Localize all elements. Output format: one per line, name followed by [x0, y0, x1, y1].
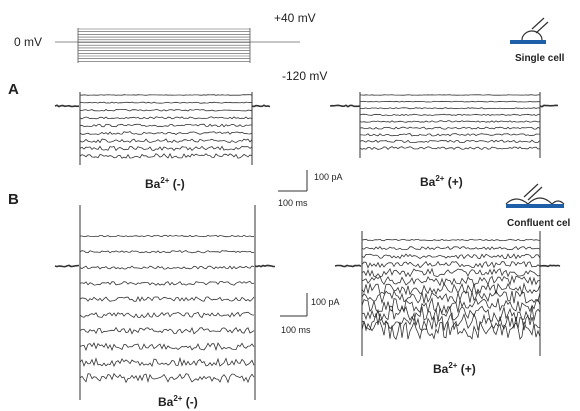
- trace: [254, 264, 276, 268]
- label-part: Ba: [145, 177, 161, 191]
- trace: [79, 372, 255, 384]
- trace: [79, 205, 256, 400]
- trace: [361, 238, 541, 242]
- trace: [79, 92, 253, 165]
- trace: [79, 101, 253, 104]
- trace: [359, 92, 541, 158]
- trace: [79, 138, 253, 144]
- trace: [79, 94, 253, 96]
- protocol-bottom-label: -120 mV: [282, 69, 327, 83]
- trace: [334, 264, 362, 268]
- condition-label: Ba2+ (+): [433, 361, 476, 376]
- trace: [359, 139, 541, 144]
- trace: [361, 282, 541, 296]
- trace: [79, 280, 255, 286]
- trace: [361, 245, 541, 251]
- trace: [359, 107, 541, 110]
- label-part: Ba: [420, 175, 436, 189]
- traces: [54, 28, 561, 400]
- panel-letter: B: [8, 191, 19, 208]
- label-part: (+): [457, 362, 475, 376]
- trace: [79, 356, 255, 368]
- trace: [54, 104, 80, 108]
- trace: [79, 265, 255, 270]
- trace: [361, 274, 541, 287]
- trace: [361, 297, 541, 314]
- scale-time-label: 100 ms: [278, 198, 308, 208]
- trace: [539, 264, 561, 268]
- label-part: (-): [169, 177, 184, 191]
- trace: [359, 146, 541, 150]
- trace: [79, 152, 253, 159]
- trace: [359, 126, 541, 130]
- confluent-cell-icon: [505, 183, 565, 208]
- trace: [79, 131, 253, 136]
- trace: [361, 253, 541, 260]
- trace: [539, 104, 559, 108]
- trace: [359, 133, 540, 137]
- label-part: 2+: [435, 174, 444, 183]
- condition-label: Ba2+ (+): [420, 174, 463, 189]
- trace: [359, 113, 540, 117]
- panel-letter: A: [8, 81, 19, 98]
- single-cell-label: Single cell: [515, 53, 565, 64]
- condition-label: Ba2+ (-): [158, 394, 198, 409]
- confluent-cell-label: Confluent cel: [507, 218, 571, 229]
- trace: [329, 104, 361, 108]
- trace: [361, 267, 541, 278]
- trace: [361, 260, 541, 269]
- trace: [361, 304, 541, 323]
- trace: [251, 104, 271, 108]
- trace: [80, 234, 255, 238]
- protocol-baseline-label: 0 mV: [14, 35, 42, 49]
- trace: [79, 326, 255, 335]
- condition-label: Ba2+ (-): [145, 176, 185, 191]
- trace: [79, 342, 255, 352]
- trace: [77, 28, 251, 63]
- trace: [79, 250, 255, 254]
- trace: [79, 145, 253, 152]
- trace: [54, 264, 80, 268]
- label-part: Ba: [158, 395, 174, 409]
- label-part: 2+: [160, 176, 169, 185]
- trace: [361, 289, 541, 305]
- trace: [79, 311, 255, 319]
- trace: [361, 319, 541, 341]
- label-part: Ba: [433, 362, 449, 376]
- scale-current-label: 100 pA: [314, 172, 343, 182]
- label-part: 2+: [173, 394, 182, 403]
- single-cell-icon: [510, 17, 549, 44]
- label-part: (-): [182, 395, 197, 409]
- label-part: 2+: [448, 361, 457, 370]
- protocol-top-label: +40 mV: [274, 11, 316, 25]
- scale-current-label: 100 pA: [311, 297, 340, 307]
- trace: [79, 116, 253, 120]
- trace: [79, 109, 253, 112]
- trace: [359, 120, 541, 123]
- scale-bar: [278, 170, 308, 317]
- trace: [79, 295, 255, 303]
- trace: [79, 123, 253, 128]
- trace: [359, 100, 541, 103]
- label-part: (+): [444, 175, 462, 189]
- scale-time-label: 100 ms: [281, 325, 311, 335]
